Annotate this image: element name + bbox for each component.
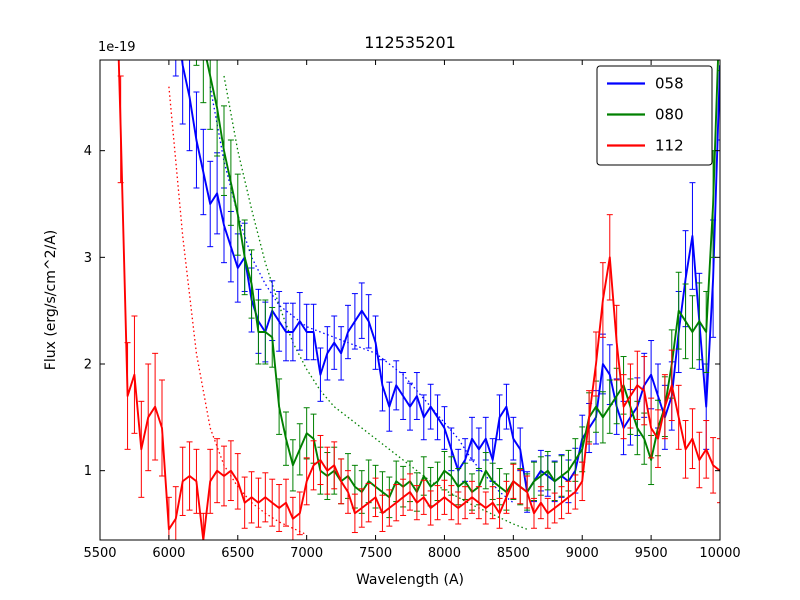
x-tick-label: 9500 [635,546,668,561]
x-tick-label: 8500 [497,546,530,561]
legend-entry-112: 112 [607,137,684,155]
series-line-080 [205,60,719,499]
x-tick-label: 6500 [221,546,254,561]
x-tick-label: 9000 [566,546,599,561]
legend-entry-080: 080 [607,106,684,124]
axes-spines [99,59,721,541]
series-line-112 [117,60,720,540]
legend: 058 080 112 [596,65,713,166]
x-tick-label: 7000 [290,546,323,561]
x-axis-label: Wavelength (A) [356,572,464,588]
x-tick-label: 10000 [699,546,740,561]
axis-tick-labels: 5500 6000 6500 7000 7500 8000 8500 9000 9500 1000… [83,144,740,561]
plot-area [117,60,720,540]
x-tick-label: 8000 [428,546,461,561]
legend-label: 080 [655,106,684,124]
legend-label: 058 [655,75,684,93]
y-tick-label: 3 [84,251,92,266]
y-tick-label: 2 [84,358,92,373]
series-112 [117,60,720,540]
legend-box [596,65,713,166]
y-axis-label: Flux (erg/s/cm^2/A) [43,230,59,370]
y-tick-label: 1 [84,464,92,479]
series-080 [193,60,720,519]
x-tick-label: 6000 [152,546,185,561]
series-line-058 [181,60,720,493]
y-offset-label: 1e-19 [98,40,136,55]
axis-ticks [99,60,721,540]
x-tick-label: 5500 [83,546,116,561]
chart-title: 112535201 [364,33,456,52]
dotted-line-080-model [223,75,528,530]
axes-frame [99,59,721,541]
legend-label: 112 [655,137,684,155]
x-tick-label: 7500 [359,546,392,561]
legend-entry-058: 058 [607,75,684,93]
y-tick-label: 4 [84,144,92,159]
